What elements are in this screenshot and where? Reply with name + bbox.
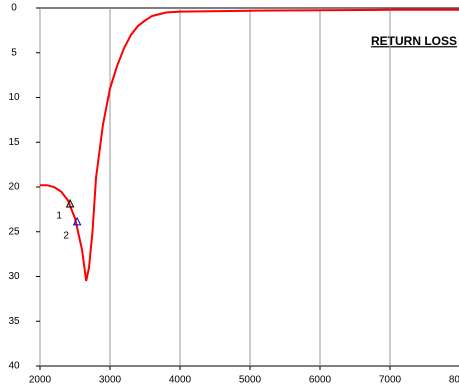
marker — [72, 216, 82, 226]
y-tick-label: 10 — [8, 92, 20, 103]
x-tick-label: 7000 — [379, 375, 402, 386]
x-tick-label: 3000 — [99, 375, 122, 386]
marker-label: 1 — [56, 211, 62, 222]
line-series — [40, 8, 459, 282]
chart-title: RETURN LOSS — [371, 34, 457, 48]
y-tick-label: 25 — [8, 226, 20, 237]
x-tick-label: 4000 — [169, 375, 192, 386]
x-tick-label: 6000 — [309, 375, 332, 386]
x-tick-label: 2000 — [29, 375, 52, 386]
y-tick-label: 0 — [11, 3, 17, 14]
y-tick-label: 30 — [8, 271, 20, 282]
marker — [65, 198, 75, 208]
y-tick-label: 35 — [8, 316, 20, 327]
y-tick-label: 40 — [8, 361, 20, 372]
marker-label: 2 — [63, 231, 69, 242]
x-tick-label: 8000 — [449, 375, 459, 386]
x-tick-label: 5000 — [239, 375, 262, 386]
y-tick-label: 15 — [8, 137, 20, 148]
y-tick-label: 5 — [11, 47, 17, 58]
y-tick-label: 20 — [8, 182, 20, 193]
